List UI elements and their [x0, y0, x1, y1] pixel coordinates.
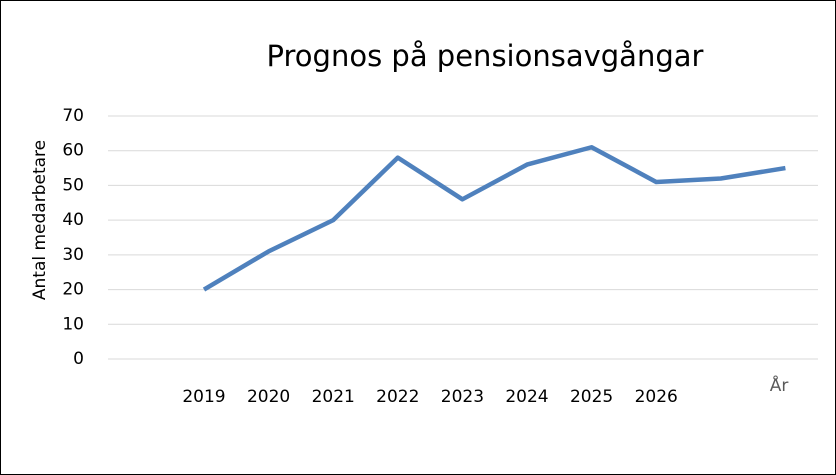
x-tick-label: 2023 [441, 387, 484, 407]
x-tick-label: 2024 [505, 387, 548, 407]
y-tick-label: 30 [62, 245, 84, 265]
x-tick-label: 2021 [312, 387, 355, 407]
y-axis-label: Antal medarbetare [30, 140, 50, 300]
x-axis-label: År [770, 374, 789, 396]
y-tick-label: 70 [62, 106, 84, 126]
x-tick-label: 2025 [570, 387, 613, 407]
y-tick-label: 60 [62, 141, 84, 161]
y-tick-label: 40 [62, 210, 84, 230]
y-tick-label: 0 [73, 349, 84, 369]
x-tick-label: 2019 [182, 387, 225, 407]
x-tick-label: 2022 [376, 387, 419, 407]
x-tick-label: 2020 [247, 387, 290, 407]
x-tick-label: 2026 [635, 387, 678, 407]
y-tick-label: 50 [62, 175, 84, 195]
data-line [202, 144, 786, 292]
chart-title: Prognos på pensionsavgångar [267, 39, 704, 73]
y-tick-label: 20 [62, 280, 84, 300]
y-tick-label: 10 [62, 314, 84, 334]
